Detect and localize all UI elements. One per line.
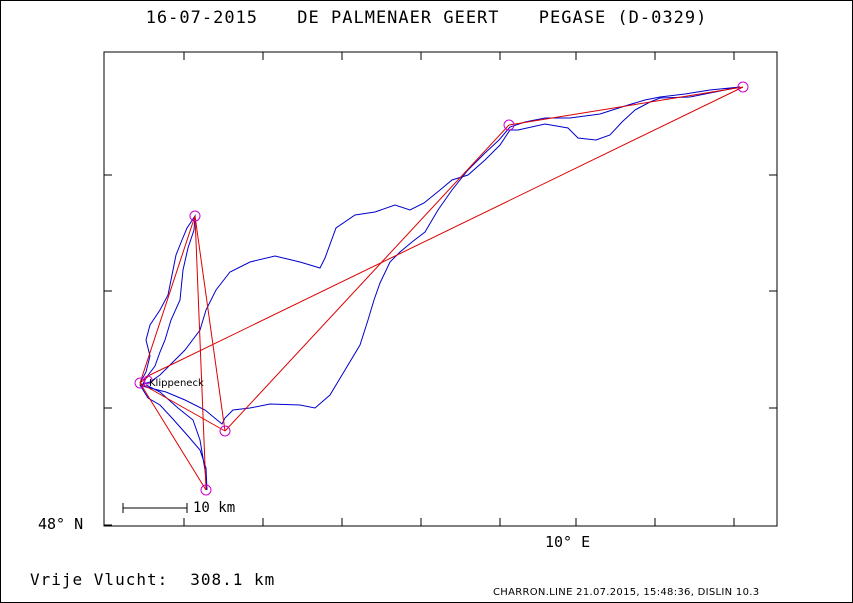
turnpoint-6 [143,375,153,385]
flight-date: 16-07-2015 [145,8,259,28]
scale-bar [122,503,188,513]
distance-summary: Vrije Vlucht: 308.1 km [30,570,275,589]
plot-area [103,51,778,527]
turnpoint-3 [200,484,212,496]
distance-value: 308.1 km [190,570,276,589]
glider-name: PEGASE (D-0329) [538,8,708,28]
axis-ticks [104,52,777,526]
latitude-label: 48° N [38,515,84,533]
place-label-klippeneck: Klippeneck [149,378,204,389]
flight-title: 16-07-2015 DE PALMENAER GEERT PEGASE (D-… [0,8,853,28]
pilot-name: DE PALMENAER GEERT [297,8,500,28]
turnpoints [134,81,749,496]
longitude-label: 10° E [545,533,591,551]
turnpoint-1 [189,210,201,222]
task-lines [139,86,744,491]
flight-track [139,86,741,491]
turnpoint-5 [737,81,749,93]
turnpoint-4 [503,119,515,131]
credits-line: CHARRON.LINE 21.07.2015, 15:48:36, DISLI… [493,587,760,598]
scale-bar-label: 10 km [193,500,236,516]
distance-label: Vrije Vlucht: [30,570,169,589]
turnpoint-2 [219,425,231,437]
